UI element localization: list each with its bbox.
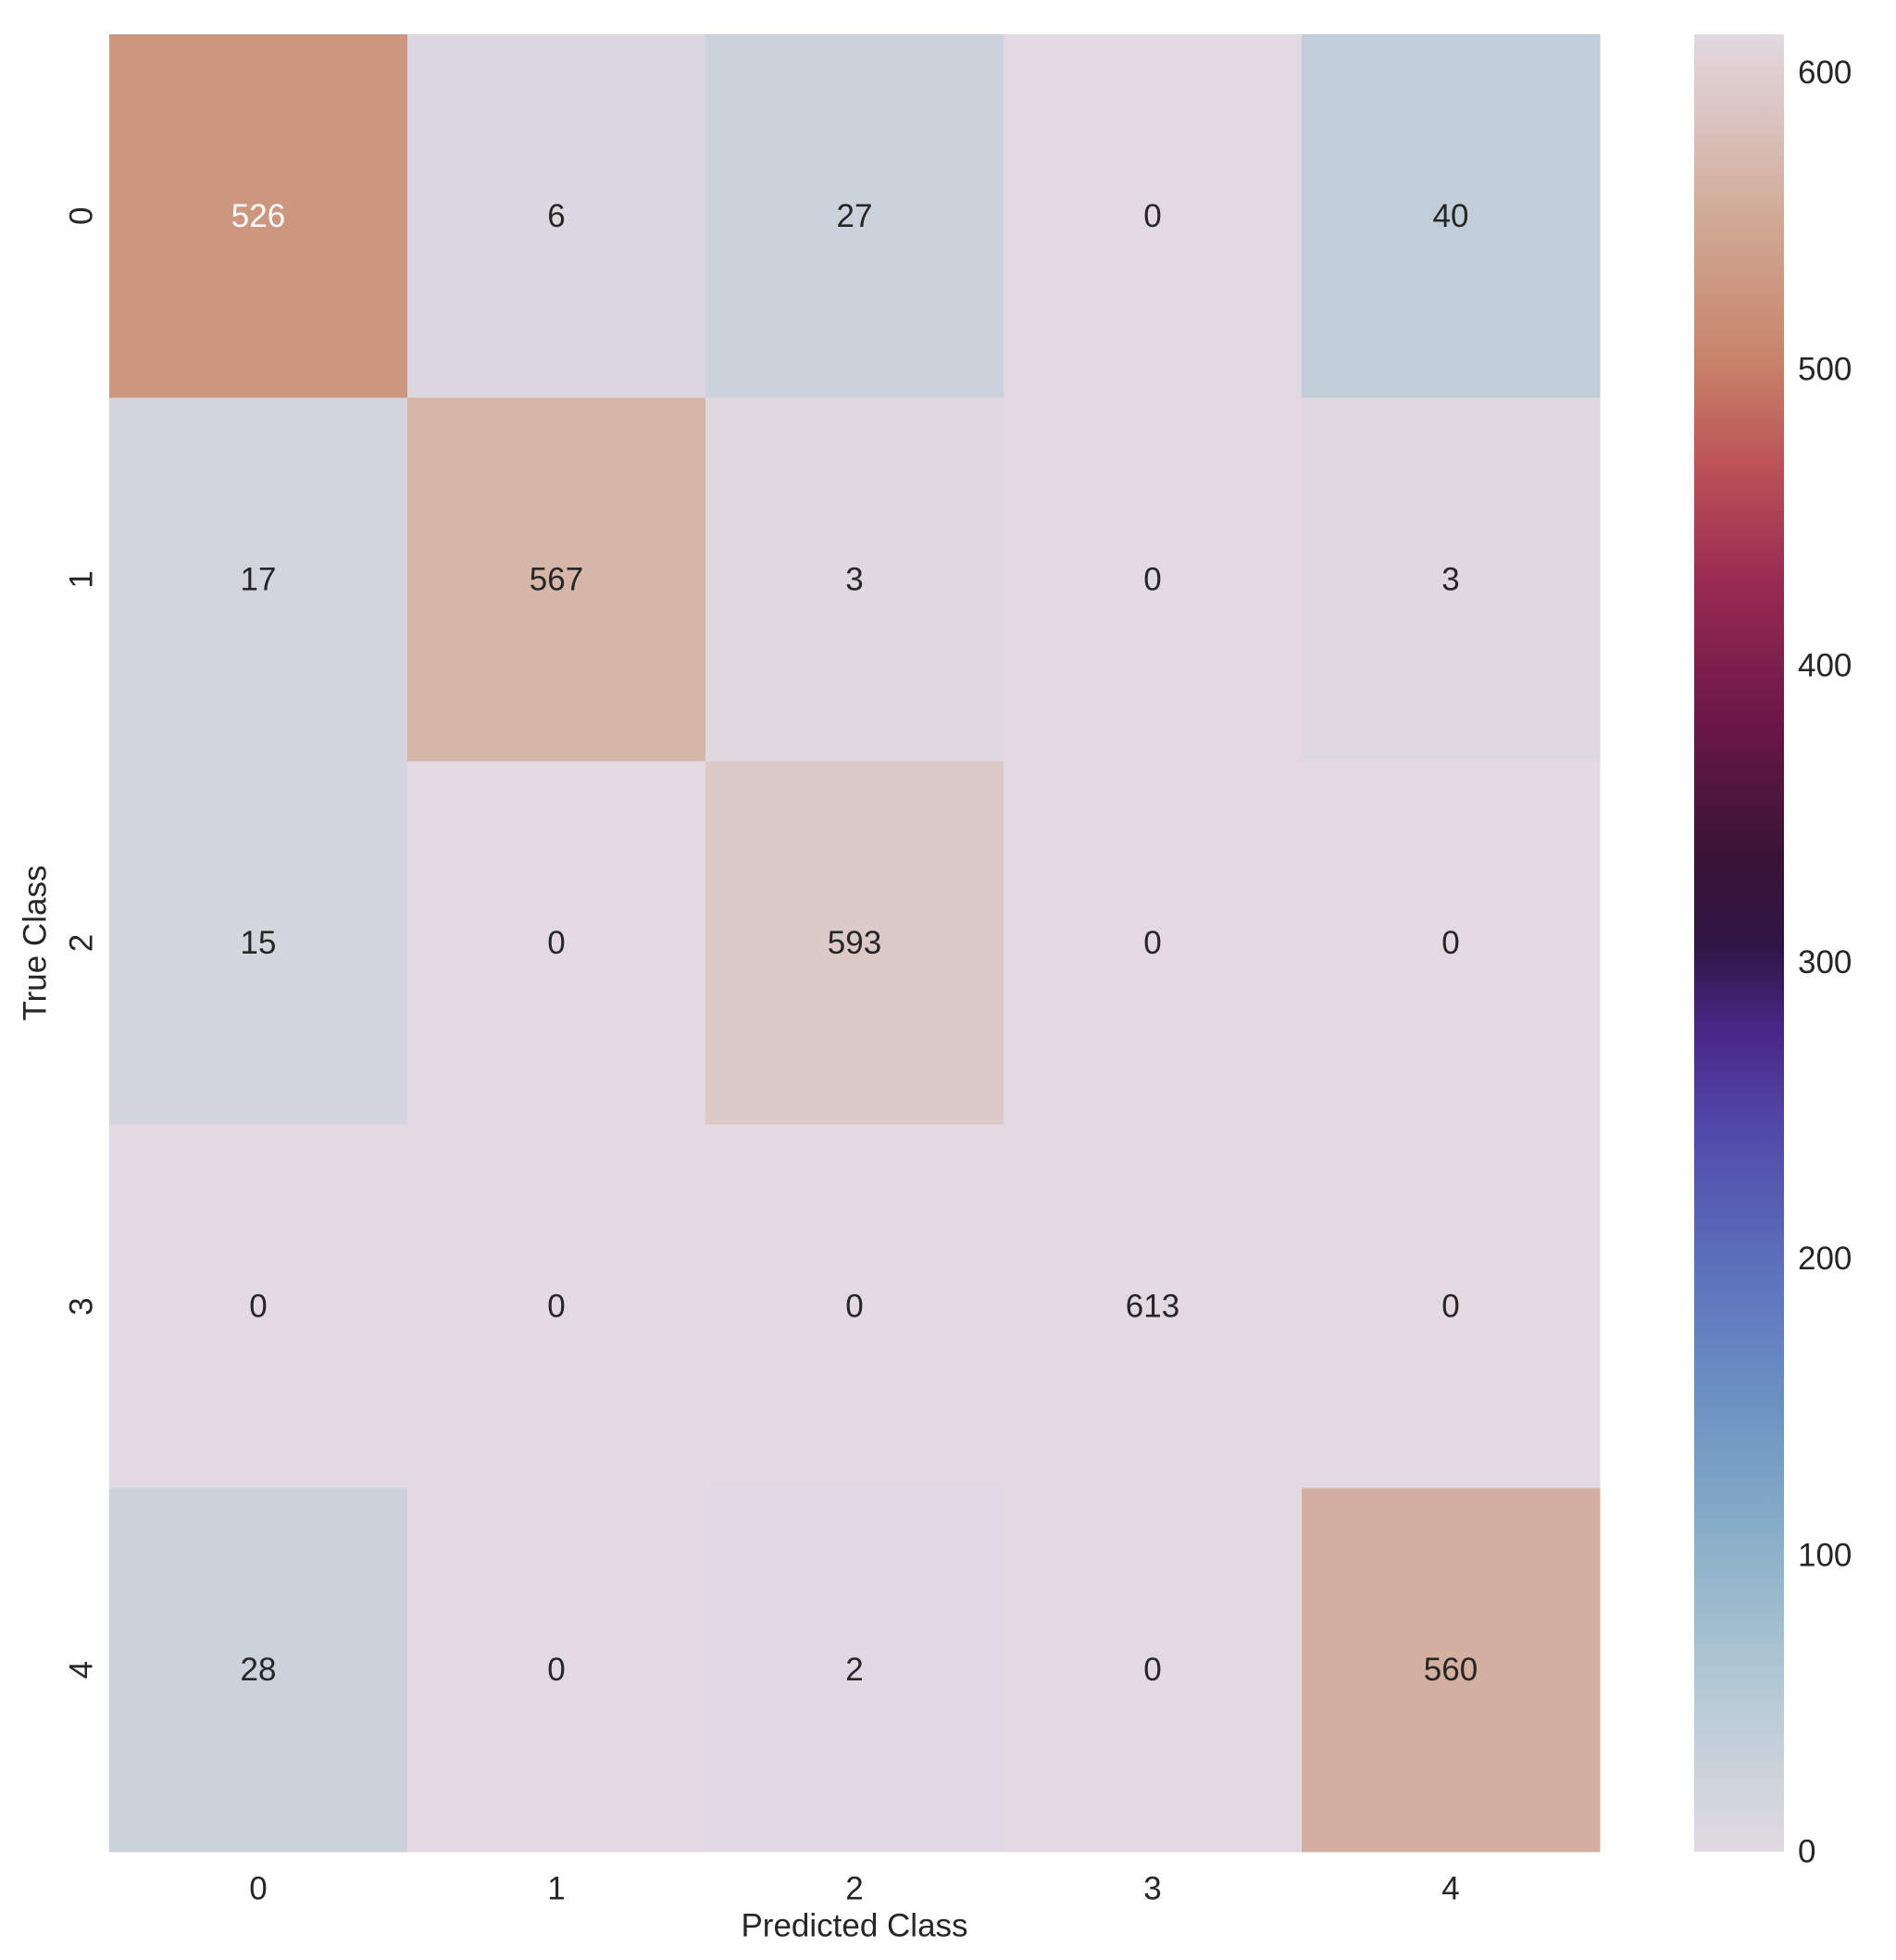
- cell-value-r1-c0: 17: [241, 561, 277, 597]
- y-axis-label: True Class: [18, 866, 54, 1021]
- cell-value-r3-c1: 0: [547, 1289, 565, 1325]
- cell-value-r4-c0: 28: [241, 1652, 277, 1688]
- cell-value-r2-c3: 0: [1143, 925, 1161, 961]
- cell-value-r0-c2: 27: [837, 198, 873, 234]
- cell-value-r2-c1: 0: [547, 925, 565, 961]
- x-tick-label-0: 0: [249, 1871, 267, 1907]
- colorbar-tick-400: 400: [1798, 648, 1852, 684]
- heatmap-cell-r4-c1: [407, 1488, 706, 1853]
- heatmap-cell-r3-c3: [1004, 1124, 1303, 1489]
- x-tick-label-1: 1: [547, 1871, 565, 1907]
- cell-value-r1-c4: 3: [1441, 561, 1459, 597]
- heatmap-cell-r2-c2: [705, 761, 1004, 1126]
- heatmap-cell-r3-c0: [109, 1124, 408, 1489]
- heatmap-cell-r4-c0: [109, 1488, 408, 1853]
- heatmap-cell-r1-c0: [109, 397, 408, 762]
- y-tick-labels: 0 1 2 3 4: [64, 207, 100, 1679]
- cell-value-r0-c4: 40: [1433, 198, 1469, 234]
- heatmap-cell-labels: 526 6 27 0 40 17 567 3 0 3 15 0 593 0 0 0 0 0 613 0 28 0 2 0 560: [231, 198, 1478, 1688]
- colorbar-tick-labels: 0 100 200 300 400 500 600: [1798, 55, 1852, 1869]
- x-tick-label-4: 4: [1441, 1871, 1459, 1907]
- colorbar-tick-100: 100: [1798, 1537, 1852, 1573]
- heatmap-cell-r3-c2: [705, 1124, 1004, 1489]
- cell-value-r3-c3: 613: [1126, 1289, 1179, 1325]
- x-axis-label: Predicted Class: [741, 1908, 967, 1944]
- heatmap-cell-r2-c1: [407, 761, 706, 1126]
- cell-value-r4-c3: 0: [1143, 1652, 1161, 1688]
- heatmap-cells: [109, 34, 1601, 1853]
- cell-value-r4-c2: 2: [845, 1652, 863, 1688]
- cell-value-r1-c3: 0: [1143, 561, 1161, 597]
- heatmap-cell-r1-c1: [407, 397, 706, 762]
- cell-value-r0-c3: 0: [1143, 198, 1161, 234]
- y-tick-label-4: 4: [64, 1661, 100, 1679]
- cell-value-r3-c0: 0: [249, 1289, 267, 1325]
- cell-value-r2-c4: 0: [1441, 925, 1459, 961]
- cell-value-r3-c4: 0: [1441, 1289, 1459, 1325]
- heatmap-cell-r4-c4: [1302, 1488, 1601, 1853]
- x-tick-label-3: 3: [1143, 1871, 1161, 1907]
- heatmap-cell-r3-c1: [407, 1124, 706, 1489]
- heatmap-cell-r0-c4: [1302, 34, 1601, 399]
- colorbar-tick-500: 500: [1798, 351, 1852, 387]
- colorbar-tick-200: 200: [1798, 1241, 1852, 1277]
- heatmap-cell-r0-c3: [1004, 34, 1303, 399]
- heatmap-cell-r4-c2: [705, 1488, 1004, 1853]
- cell-value-r4-c1: 0: [547, 1652, 565, 1688]
- colorbar: [1694, 34, 1784, 1852]
- y-tick-label-2: 2: [64, 934, 100, 952]
- heatmap-cell-r3-c4: [1302, 1124, 1601, 1489]
- cell-value-r0-c0: 526: [231, 198, 285, 234]
- cell-value-r2-c0: 15: [241, 925, 277, 961]
- y-tick-label-0: 0: [64, 207, 100, 225]
- y-tick-label-1: 1: [64, 570, 100, 588]
- cell-value-r2-c2: 593: [828, 925, 881, 961]
- heatmap-cell-r2-c0: [109, 761, 408, 1126]
- heatmap-cell-r0-c2: [705, 34, 1004, 399]
- heatmap-cell-r2-c4: [1302, 761, 1601, 1126]
- y-tick-label-3: 3: [64, 1297, 100, 1315]
- heatmap-cell-r4-c3: [1004, 1488, 1303, 1853]
- cell-value-r3-c2: 0: [845, 1289, 863, 1325]
- cell-value-r1-c1: 567: [530, 561, 583, 597]
- x-tick-label-2: 2: [845, 1871, 863, 1907]
- heatmap-cell-r1-c4: [1302, 397, 1601, 762]
- cell-value-r0-c1: 6: [547, 198, 565, 234]
- heatmap-cell-r2-c3: [1004, 761, 1303, 1126]
- colorbar-tick-600: 600: [1798, 55, 1852, 91]
- heatmap-cell-r1-c2: [705, 397, 1004, 762]
- colorbar-tick-0: 0: [1798, 1834, 1815, 1870]
- heatmap-cell-r0-c0: [109, 34, 408, 399]
- colorbar-tick-300: 300: [1798, 944, 1852, 980]
- heatmap-cell-r0-c1: [407, 34, 706, 399]
- heatmap-cell-r1-c3: [1004, 397, 1303, 762]
- cell-value-r1-c2: 3: [845, 561, 863, 597]
- cell-value-r4-c4: 560: [1424, 1652, 1478, 1688]
- x-tick-labels: 0 1 2 3 4: [249, 1871, 1459, 1907]
